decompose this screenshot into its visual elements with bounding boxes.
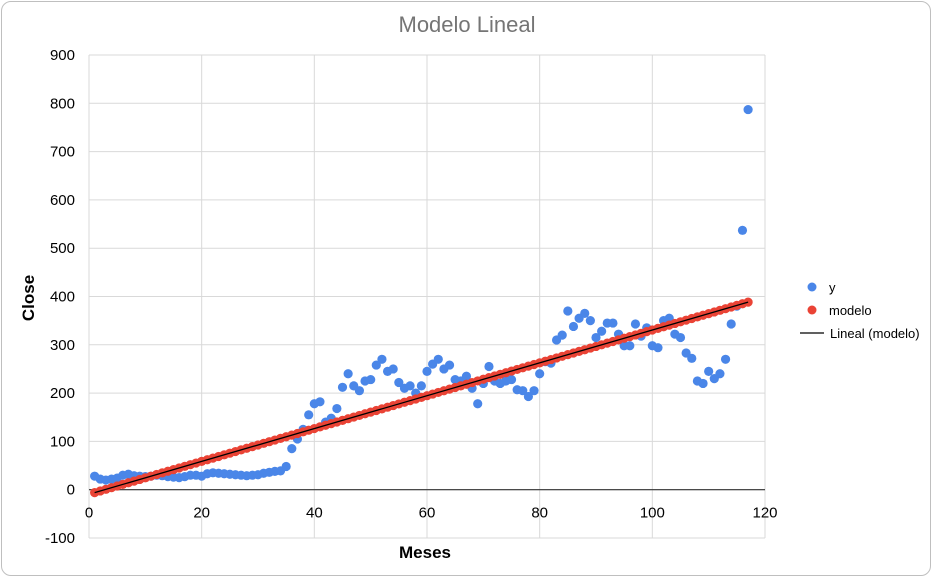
x-tick-label: 20 [193, 505, 210, 522]
series-points [90, 104, 753, 498]
data-point-y [580, 308, 590, 319]
x-tick-label: 60 [419, 505, 436, 522]
data-point-y [366, 374, 376, 385]
data-point-y [343, 369, 353, 379]
x-tick-label: 0 [85, 505, 93, 522]
chart-title: Modelo Lineal [399, 12, 536, 37]
data-point-y [388, 364, 398, 374]
legend-entry-label: modelo [829, 303, 872, 318]
legend-entry-label: y [829, 280, 836, 295]
data-point-y [405, 381, 415, 391]
data-point-y [715, 369, 725, 379]
y-tick-label: 0 [67, 482, 75, 499]
data-point-y [506, 374, 517, 385]
data-point-y [444, 360, 455, 370]
data-point-y [653, 343, 663, 353]
legend: y modelo Lineal (modelo) [800, 280, 920, 341]
data-point-y [675, 332, 686, 343]
y-tick-label: 100 [50, 433, 75, 450]
data-point-y [377, 354, 387, 364]
x-tick-label: 100 [640, 505, 665, 522]
data-point-y [433, 354, 443, 364]
y-tick-label: 700 [50, 144, 75, 161]
data-point-y [737, 225, 748, 235]
data-point-y [461, 371, 472, 381]
y-axis-title: Close [19, 275, 38, 321]
data-point-y [704, 366, 714, 376]
data-point-y [371, 360, 381, 370]
legend-marker [807, 282, 817, 292]
data-point-y [315, 397, 325, 407]
data-point-y [281, 461, 291, 472]
data-point-y [473, 399, 483, 409]
data-point-y [720, 354, 731, 364]
y-tick-label: 900 [50, 47, 75, 64]
trendline [94, 301, 749, 494]
trendline-layer [94, 301, 749, 494]
legend-marker [807, 305, 817, 315]
data-point-y [287, 444, 297, 454]
data-point-y [568, 321, 579, 332]
data-point-y [563, 306, 573, 316]
data-point-y [743, 104, 753, 115]
x-axis-title: Meses [399, 543, 451, 562]
data-point-y [608, 318, 618, 328]
x-tick-label: 120 [752, 505, 777, 522]
data-point-y [337, 382, 348, 392]
data-point-y [394, 377, 404, 388]
data-point-y [687, 353, 697, 363]
data-point-y [354, 386, 364, 396]
data-point-y [518, 386, 528, 396]
data-point-y [630, 319, 641, 329]
data-point-y [484, 361, 494, 372]
data-point-y [535, 369, 545, 379]
x-tick-labels: 0 20 40 60 80 100 120 [85, 505, 778, 522]
data-point-y [422, 366, 432, 376]
x-tick-label: 40 [306, 505, 323, 522]
y-tick-label: 600 [50, 192, 75, 209]
legend-entry-label: Lineal (modelo) [830, 326, 920, 341]
y-tick-label: -100 [45, 530, 75, 547]
y-tick-label: 400 [50, 289, 75, 306]
y-tick-label: 300 [50, 337, 75, 354]
y-tick-label: 500 [50, 240, 75, 257]
y-tick-label: 800 [50, 95, 75, 112]
data-point-y [557, 330, 567, 340]
x-tick-label: 80 [531, 505, 548, 522]
data-point-y [597, 326, 607, 336]
data-point-y [585, 316, 595, 326]
data-point-y [698, 378, 708, 389]
data-point-y [625, 341, 635, 351]
data-point-y [523, 391, 534, 402]
data-point-y [591, 332, 601, 343]
data-point-y [529, 386, 539, 396]
y-tick-labels: -100 0 100 200 300 400 500 600 700 800 900 [45, 47, 75, 547]
data-point-y [726, 319, 736, 329]
data-point-y [332, 403, 342, 414]
data-point-y [304, 410, 314, 420]
grid-lines [88, 54, 766, 539]
y-tick-label: 200 [50, 385, 75, 402]
data-point-y [416, 381, 426, 391]
